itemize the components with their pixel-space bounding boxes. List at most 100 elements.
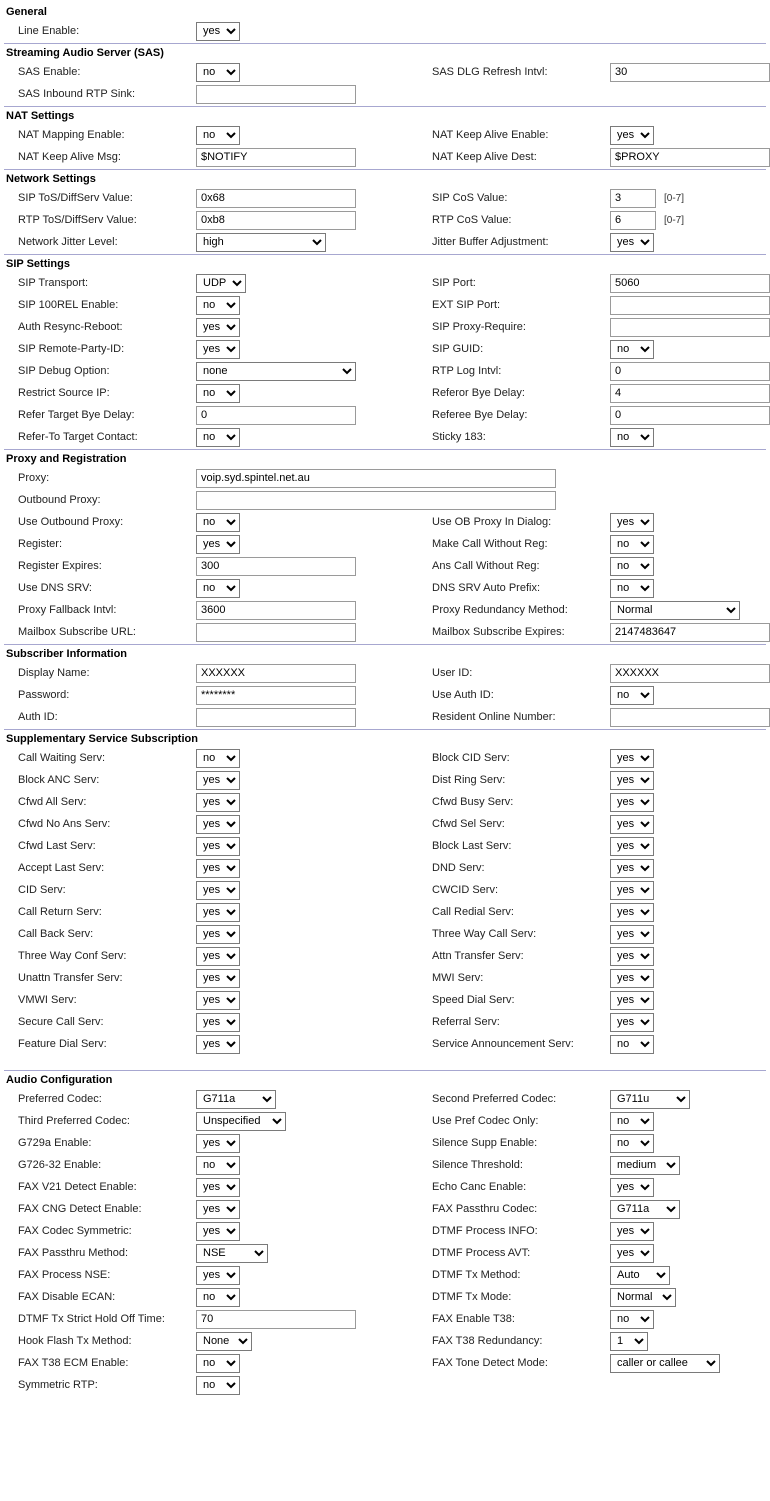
sas-enable-select[interactable]: yesno <box>196 63 240 82</box>
supp-sel-0-a[interactable]: yesno <box>196 749 240 768</box>
sas-sink-input[interactable] <box>196 85 356 104</box>
refer-to-contact-select[interactable]: yesno <box>196 428 240 447</box>
use-outbound-select[interactable]: yesno <box>196 513 240 532</box>
supp-sel-11-b[interactable]: yesno <box>610 991 654 1010</box>
auth-resync-select[interactable]: yesno <box>196 318 240 337</box>
dtmf-tx-method-select[interactable]: InBandAVTINFOAuto <box>610 1266 670 1285</box>
sip-100rel-select[interactable]: yesno <box>196 296 240 315</box>
sip-guid-select[interactable]: yesno <box>610 340 654 359</box>
sip-port-input[interactable] <box>610 274 770 293</box>
proxy-require-input[interactable] <box>610 318 770 337</box>
hookflash-select[interactable]: NoneAVTINFO <box>196 1332 252 1351</box>
supp-sel-2-b[interactable]: yesno <box>610 793 654 812</box>
silence-thresh-select[interactable]: lowmediumhigh <box>610 1156 680 1175</box>
pref-codec-select[interactable]: G711uG711aG726-32G729aUnspecified <box>196 1090 276 1109</box>
supp-sel-12-a[interactable]: yesno <box>196 1013 240 1032</box>
supp-sel-5-a[interactable]: yesno <box>196 859 240 878</box>
supp-sel-3-a[interactable]: yesno <box>196 815 240 834</box>
rtp-cos-input[interactable] <box>610 211 656 230</box>
restrict-ip-select[interactable]: yesno <box>196 384 240 403</box>
fax-cng-select[interactable]: yesno <box>196 1200 240 1219</box>
sas-dlg-input[interactable] <box>610 63 770 82</box>
ans-call-noreg-select[interactable]: yesno <box>610 557 654 576</box>
fax-passthru-method-select[interactable]: NoneNSEReINVITE <box>196 1244 268 1263</box>
fallback-input[interactable] <box>196 601 356 620</box>
outbound-proxy-input[interactable] <box>196 491 556 510</box>
rtp-tos-input[interactable] <box>196 211 356 230</box>
sip-debug-select[interactable]: none1-line1-line excl. OPTfull <box>196 362 356 381</box>
fax-nse-select[interactable]: yesno <box>196 1266 240 1285</box>
use-pref-only-select[interactable]: yesno <box>610 1112 654 1131</box>
jitter-adj-select[interactable]: yesno <box>610 233 654 252</box>
sip-tos-input[interactable] <box>196 189 356 208</box>
dtmf-info-select[interactable]: yesno <box>610 1222 654 1241</box>
reg-expires-input[interactable] <box>196 557 356 576</box>
supp-sel-5-b[interactable]: yesno <box>610 859 654 878</box>
fax-t38-ecm-select[interactable]: yesno <box>196 1354 240 1373</box>
supp-sel-1-a[interactable]: yesno <box>196 771 240 790</box>
supp-sel-9-a[interactable]: yesno <box>196 947 240 966</box>
supp-sel-13-b[interactable]: yesno <box>610 1035 654 1054</box>
fax-t38-select[interactable]: yesno <box>610 1310 654 1329</box>
ext-sip-port-input[interactable] <box>610 296 770 315</box>
g726-select[interactable]: yesno <box>196 1156 240 1175</box>
password-input[interactable] <box>196 686 356 705</box>
dtmf-tx-mode-select[interactable]: NormalStrict <box>610 1288 676 1307</box>
supp-sel-1-b[interactable]: yesno <box>610 771 654 790</box>
display-name-input[interactable] <box>196 664 356 683</box>
remote-party-select[interactable]: yesno <box>196 340 240 359</box>
supp-sel-7-b[interactable]: yesno <box>610 903 654 922</box>
make-call-noreg-select[interactable]: yesno <box>610 535 654 554</box>
supp-sel-3-b[interactable]: yesno <box>610 815 654 834</box>
resident-input[interactable] <box>610 708 770 727</box>
echo-canc-select[interactable]: yesno <box>610 1178 654 1197</box>
supp-sel-6-a[interactable]: yesno <box>196 881 240 900</box>
supp-sel-12-b[interactable]: yesno <box>610 1013 654 1032</box>
supp-sel-8-a[interactable]: yesno <box>196 925 240 944</box>
mailbox-exp-input[interactable] <box>610 623 770 642</box>
supp-sel-10-b[interactable]: yesno <box>610 969 654 988</box>
refer-target-bye-input[interactable] <box>196 406 356 425</box>
supp-sel-9-b[interactable]: yesno <box>610 947 654 966</box>
redundancy-select[interactable]: NormalBased on SRV Port <box>610 601 740 620</box>
nat-mapping-select[interactable]: yesno <box>196 126 240 145</box>
nat-keepalive-enable-select[interactable]: yesno <box>610 126 654 145</box>
sym-rtp-select[interactable]: yesno <box>196 1376 240 1395</box>
fax-codec-sym-select[interactable]: yesno <box>196 1222 240 1241</box>
jitter-level-select[interactable]: lowmediumhighvery high <box>196 233 326 252</box>
third-codec-select[interactable]: G711uG711aG726-32G729aUnspecified <box>196 1112 286 1131</box>
sip-transport-select[interactable]: UDPTCPTLS <box>196 274 246 293</box>
auth-id-input[interactable] <box>196 708 356 727</box>
referor-bye-input[interactable] <box>610 384 770 403</box>
dtmf-avt-select[interactable]: yesno <box>610 1244 654 1263</box>
register-select[interactable]: yesno <box>196 535 240 554</box>
sip-cos-input[interactable] <box>610 189 656 208</box>
dtmf-holdoff-input[interactable] <box>196 1310 356 1329</box>
supp-sel-11-a[interactable]: yesno <box>196 991 240 1010</box>
nat-keepalive-msg-input[interactable] <box>196 148 356 167</box>
supp-sel-6-b[interactable]: yesno <box>610 881 654 900</box>
dns-srv-prefix-select[interactable]: yesno <box>610 579 654 598</box>
fax-passthru-codec-select[interactable]: G711uG711aG726-32G729aUnspecified <box>610 1200 680 1219</box>
supp-sel-7-a[interactable]: yesno <box>196 903 240 922</box>
sticky183-select[interactable]: yesno <box>610 428 654 447</box>
supp-sel-0-b[interactable]: yesno <box>610 749 654 768</box>
supp-sel-2-a[interactable]: yesno <box>196 793 240 812</box>
user-id-input[interactable] <box>610 664 770 683</box>
use-auth-id-select[interactable]: yesno <box>610 686 654 705</box>
line-enable-select[interactable]: yesno <box>196 22 240 41</box>
proxy-input[interactable] <box>196 469 556 488</box>
supp-sel-4-a[interactable]: yesno <box>196 837 240 856</box>
dns-srv-select[interactable]: yesno <box>196 579 240 598</box>
fax-tone-mode-select[interactable]: caller or calleecaller onlycallee only <box>610 1354 720 1373</box>
mailbox-url-input[interactable] <box>196 623 356 642</box>
supp-sel-13-a[interactable]: yesno <box>196 1035 240 1054</box>
second-codec-select[interactable]: G711uG711aG726-32G729aUnspecified <box>610 1090 690 1109</box>
supp-sel-4-b[interactable]: yesno <box>610 837 654 856</box>
rtp-log-input[interactable] <box>610 362 770 381</box>
fax-v21-select[interactable]: yesno <box>196 1178 240 1197</box>
ob-dialog-select[interactable]: yesno <box>610 513 654 532</box>
g729-select[interactable]: yesno <box>196 1134 240 1153</box>
nat-keepalive-dest-input[interactable] <box>610 148 770 167</box>
supp-sel-10-a[interactable]: yesno <box>196 969 240 988</box>
